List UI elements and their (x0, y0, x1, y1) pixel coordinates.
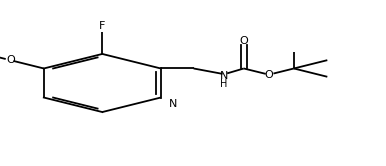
Text: O: O (264, 70, 273, 80)
Text: N: N (220, 71, 228, 81)
Text: F: F (99, 21, 105, 31)
Text: N: N (169, 99, 178, 109)
Text: O: O (6, 55, 15, 65)
Text: H: H (220, 79, 227, 89)
Text: O: O (239, 36, 248, 46)
